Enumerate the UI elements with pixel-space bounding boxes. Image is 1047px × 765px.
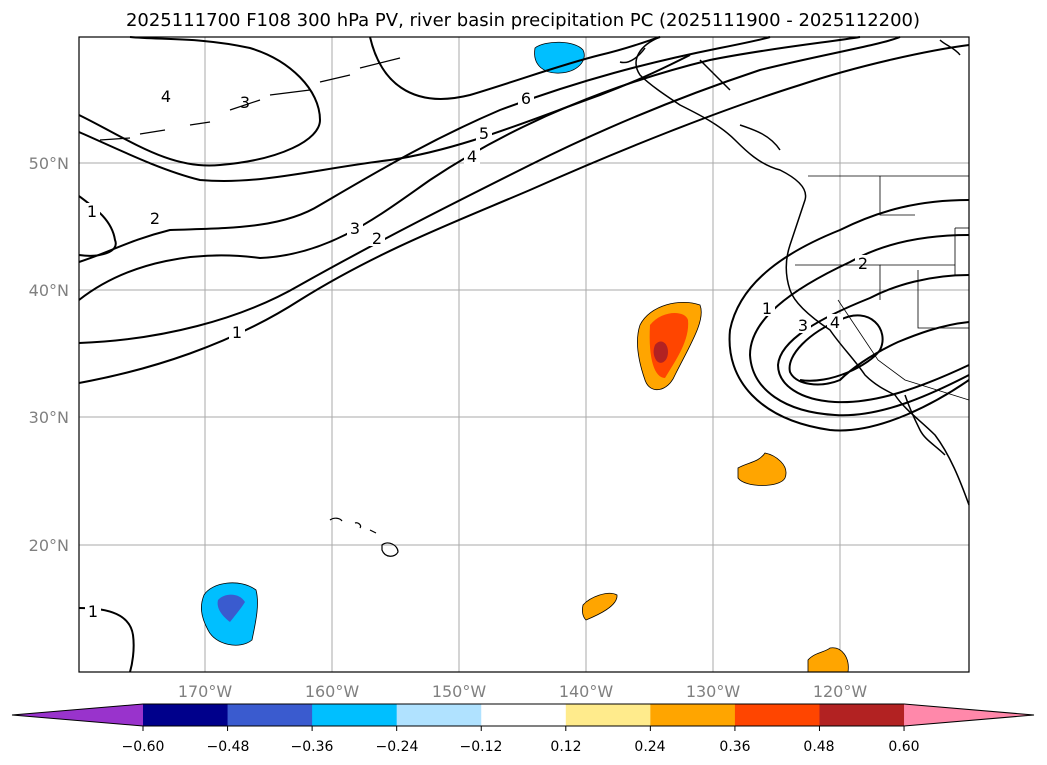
contour-label: 2 — [858, 254, 868, 273]
lat-label: 30°N — [29, 408, 69, 427]
contour-label: 3 — [240, 93, 250, 112]
map-frame — [78, 36, 970, 673]
contour-label: 6 — [521, 89, 531, 108]
map-title: 2025111700 F108 300 hPa PV, river basin … — [126, 10, 920, 31]
contour-label: 1 — [762, 299, 772, 318]
islands — [99, 57, 401, 557]
lat-labels: 50°N 40°N 30°N 20°N — [29, 154, 69, 555]
contour-label: 1 — [88, 602, 98, 621]
contour-label: 3 — [350, 219, 360, 238]
contour-labels: 4 3 6 5 4 3 2 1 2 1 1 2 3 4 1 — [84, 87, 871, 621]
contour-label: 1 — [232, 323, 242, 342]
lon-label: 160°W — [305, 682, 360, 701]
contour-label: 5 — [479, 124, 489, 143]
colorbar-segment — [143, 704, 229, 726]
lon-label: 130°W — [686, 682, 741, 701]
colorbar-extend-high — [904, 704, 1034, 726]
lon-label: 140°W — [559, 682, 614, 701]
contour-label: 4 — [830, 313, 840, 332]
contour-label: 4 — [161, 87, 171, 106]
colorbar-tick-label: −0.60 — [122, 739, 165, 755]
lon-label: 120°W — [813, 682, 868, 701]
lon-labels: 170°W 160°W 150°W 140°W 130°W 120°W — [178, 682, 868, 701]
colorbar-tick-label: 0.48 — [803, 739, 834, 755]
colorbar-tick-label: −0.24 — [376, 739, 419, 755]
colorbar-segment — [396, 704, 482, 726]
lat-label: 20°N — [29, 536, 69, 555]
colorbar-ticks: −0.60 −0.48 −0.36 −0.24 −0.12 0.12 0.24 … — [122, 739, 920, 755]
colorbar-tick-label: 0.60 — [888, 739, 919, 755]
contour-label: 2 — [150, 209, 160, 228]
colorbar-segment — [481, 704, 567, 726]
colorbar-segment — [734, 704, 820, 726]
colorbar-tick-label: −0.36 — [291, 739, 334, 755]
contour-label: 2 — [372, 229, 382, 248]
precip-shading — [200, 41, 849, 673]
colorbar-tick-label: 0.36 — [719, 739, 750, 755]
political-borders — [795, 175, 970, 401]
colorbar — [11, 703, 1035, 731]
colorbar-segment — [650, 704, 736, 726]
gridlines — [79, 37, 969, 672]
lon-label: 170°W — [178, 682, 233, 701]
coastlines — [619, 36, 970, 506]
lat-label: 50°N — [29, 154, 69, 173]
map-background — [79, 37, 969, 672]
colorbar-segment — [227, 704, 313, 726]
colorbar-segment — [312, 704, 398, 726]
colorbar-segment — [819, 704, 905, 726]
colorbar-extend-low — [12, 704, 143, 726]
colorbar-tick-label: 0.24 — [634, 739, 665, 755]
lon-label: 150°W — [432, 682, 487, 701]
colorbar-segment — [565, 704, 651, 726]
contour-label: 3 — [798, 316, 808, 335]
lat-label: 40°N — [29, 281, 69, 300]
contour-label: 4 — [467, 147, 477, 166]
contour-label: 1 — [87, 202, 97, 221]
colorbar-tick-label: −0.48 — [207, 739, 250, 755]
colorbar-tick-label: −0.12 — [460, 739, 503, 755]
colorbar-tick-label: 0.12 — [550, 739, 581, 755]
